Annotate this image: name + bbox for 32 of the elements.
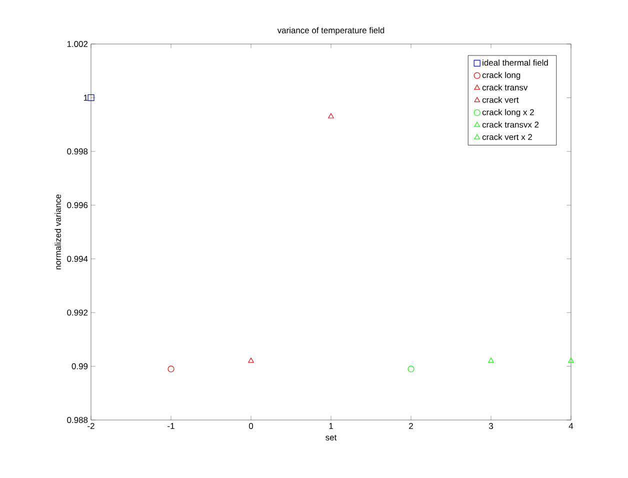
y-tick-label: 0.998 (67, 148, 88, 154)
x-tick-label: 0 (248, 423, 254, 430)
y-tick-label: 0.988 (67, 417, 88, 423)
x-tick-label: 4 (568, 423, 574, 429)
legend-label: crack vert x 2 (482, 134, 532, 140)
x-tick-label: 3 (488, 423, 493, 430)
point (488, 358, 494, 363)
point (568, 358, 574, 363)
y-tick-label: 0.99 (72, 363, 88, 370)
point (408, 366, 414, 372)
y-tick-label: 0.994 (67, 256, 88, 262)
x-axis-title: set (326, 434, 337, 440)
y-tick-label: 1.002 (67, 41, 88, 47)
x-tick-label: 2 (409, 423, 413, 429)
y-tick-label: 0.996 (67, 202, 88, 208)
legend-label: crack long x 2 (482, 109, 534, 117)
x-tick-label: -1 (168, 423, 174, 429)
legend-label: crack transvx 2 (482, 121, 539, 128)
legend-label: crack transv (482, 84, 528, 90)
point (88, 94, 94, 101)
x-tick-label: -2 (88, 423, 94, 429)
x-tick-label: 1 (329, 423, 333, 429)
point (168, 366, 174, 372)
legend-label: crack long (482, 72, 520, 80)
legend-label: ideal thermal field (482, 59, 548, 66)
chart-title: variance of temperature field (277, 27, 384, 35)
y-axis-title: normalized variance (54, 194, 61, 270)
point (328, 113, 334, 118)
legend-label: crack vert (482, 96, 519, 103)
y-tick-label: 1 (84, 94, 88, 101)
y-tick-label: 0.992 (67, 310, 88, 316)
point (248, 358, 254, 363)
